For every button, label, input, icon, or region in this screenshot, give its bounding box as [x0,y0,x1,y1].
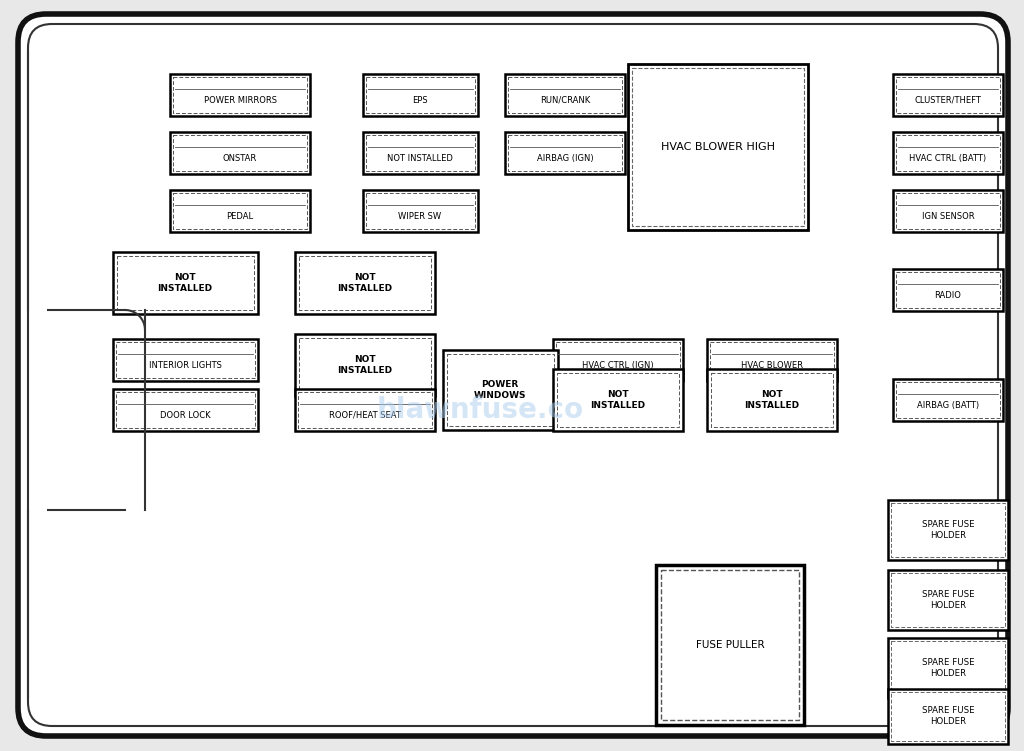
PathPatch shape [18,14,1008,736]
Text: ROOF/HEAT SEAT: ROOF/HEAT SEAT [329,411,401,420]
Bar [173,135,307,171]
Bar [888,500,1008,560]
Bar [893,190,1002,232]
Bar [173,193,307,229]
Text: CLUSTER/THEFT: CLUSTER/THEFT [914,95,981,104]
Text: RUN/CRANK: RUN/CRANK [540,95,590,104]
Bar [362,74,477,116]
Text: HVAC CTRL (IGN): HVAC CTRL (IGN) [583,360,653,369]
Text: NOT
INSTALLED: NOT INSTALLED [338,355,392,375]
Bar [662,570,799,720]
Bar [556,342,680,378]
Bar [508,135,622,171]
Bar [891,573,1005,627]
Text: SPARE FUSE
HOLDER: SPARE FUSE HOLDER [922,520,974,540]
Bar [508,77,622,113]
Bar [442,350,557,430]
Bar [446,354,554,426]
Bar [656,565,804,725]
Text: SPARE FUSE
HOLDER: SPARE FUSE HOLDER [922,706,974,725]
Text: HVAC BLOWER HIGH: HVAC BLOWER HIGH [662,142,775,152]
Bar [893,379,1002,421]
Bar [557,373,679,427]
Bar [896,193,1000,229]
Text: AIRBAG (IGN): AIRBAG (IGN) [537,153,593,162]
Bar [628,64,808,230]
Bar [170,74,310,116]
Text: PEDAL: PEDAL [226,212,254,221]
Bar [295,389,435,431]
Text: blawnfuse.co: blawnfuse.co [377,396,584,424]
Text: HVAC CTRL (BATT): HVAC CTRL (BATT) [909,153,986,162]
Bar [632,68,804,226]
Bar [707,339,837,381]
Bar [553,339,683,381]
Text: DOOR LOCK: DOOR LOCK [160,411,210,420]
Text: NOT
INSTALLED: NOT INSTALLED [591,391,645,410]
Bar [366,135,474,171]
Text: POWER
WINDOWS: POWER WINDOWS [474,380,526,400]
Bar [711,373,833,427]
Text: NOT
INSTALLED: NOT INSTALLED [744,391,800,410]
Text: ONSTAR: ONSTAR [223,153,257,162]
Bar [891,692,1005,740]
Bar [298,392,432,428]
Bar [362,132,477,174]
Bar [896,77,1000,113]
Bar [299,256,431,310]
Bar [891,503,1005,557]
Text: FUSE PULLER: FUSE PULLER [695,640,764,650]
Text: INTERIOR LIGHTS: INTERIOR LIGHTS [148,360,221,369]
Text: NOT INSTALLED: NOT INSTALLED [387,153,453,162]
Bar [113,339,257,381]
Text: POWER MIRRORS: POWER MIRRORS [204,95,276,104]
Bar [505,132,625,174]
Bar [888,638,1008,698]
Text: SPARE FUSE
HOLDER: SPARE FUSE HOLDER [922,590,974,610]
Bar [896,382,1000,418]
Bar [116,392,255,428]
Bar [170,132,310,174]
Text: HVAC BLOWER: HVAC BLOWER [741,360,803,369]
Bar [896,135,1000,171]
Bar [299,338,431,392]
Text: SPARE FUSE
HOLDER: SPARE FUSE HOLDER [922,659,974,677]
Bar [710,342,834,378]
Bar [896,272,1000,308]
Text: NOT
INSTALLED: NOT INSTALLED [338,273,392,293]
Text: WIPER SW: WIPER SW [398,212,441,221]
Bar [113,389,257,431]
Bar [893,132,1002,174]
Bar [505,74,625,116]
Bar [173,77,307,113]
Bar [366,77,474,113]
Bar [893,74,1002,116]
Bar [362,190,477,232]
Bar [170,190,310,232]
Text: RADIO: RADIO [935,291,962,300]
Bar [888,689,1008,743]
Bar [888,570,1008,630]
Bar [295,252,435,314]
Text: AIRBAG (BATT): AIRBAG (BATT) [916,400,979,409]
Text: EPS: EPS [413,95,428,104]
Bar [113,252,257,314]
Bar [117,256,254,310]
Bar [295,334,435,396]
Bar [553,369,683,431]
Text: NOT
INSTALLED: NOT INSTALLED [158,273,213,293]
Bar [891,641,1005,695]
Text: IGN SENSOR: IGN SENSOR [922,212,974,221]
Bar [366,193,474,229]
Bar [707,369,837,431]
Bar [116,342,255,378]
Bar [893,269,1002,311]
